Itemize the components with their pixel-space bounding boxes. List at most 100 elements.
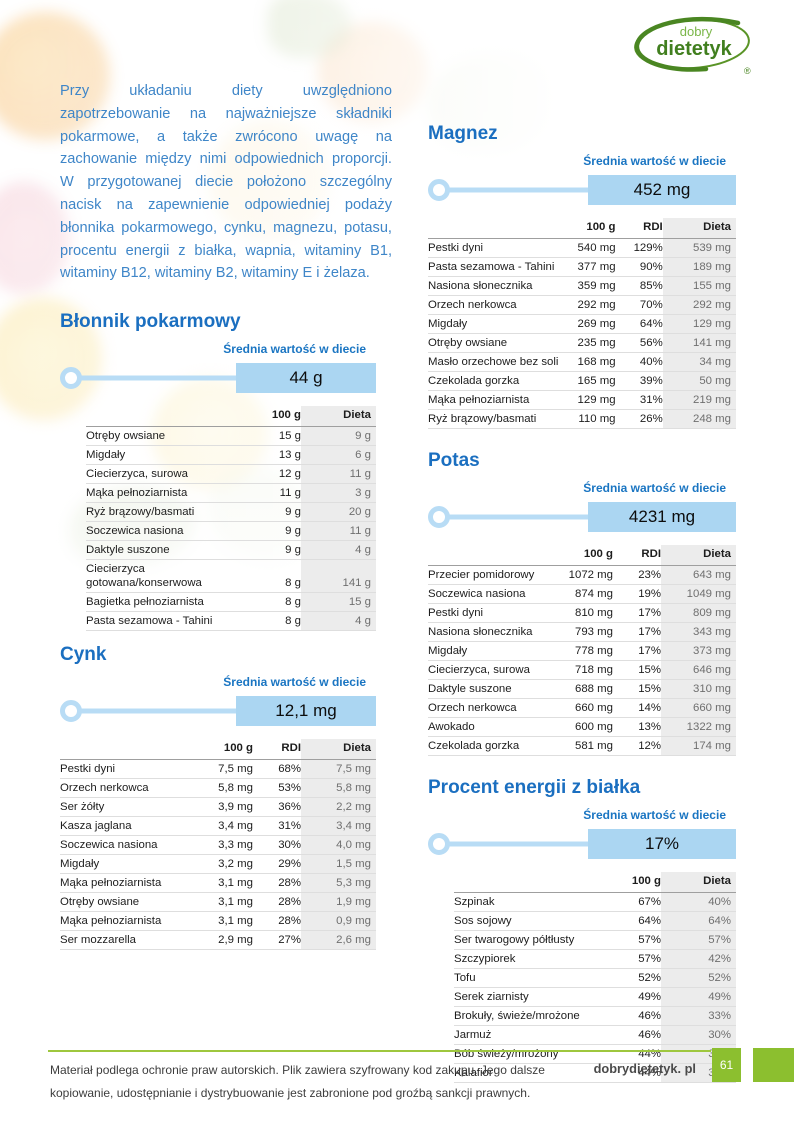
table-header-row: 100 g RDI Dieta: [428, 545, 736, 566]
value-cell: 3,4 mg: [195, 816, 253, 836]
average-value-label: Średnia wartość w diecie: [223, 342, 366, 357]
table-row: Przecier pomidorowy 1072 mg 23% 643 mg: [428, 565, 736, 585]
column-header: 100 g: [558, 218, 616, 239]
value-cell: 643 mg: [661, 565, 736, 585]
table-row: Bagietka pełnoziarnista 8 g 15 g: [86, 592, 376, 612]
value-cell: 292 mg: [558, 295, 616, 315]
section-title: Procent energii z białka: [428, 777, 641, 798]
value-cell: 57%: [599, 930, 661, 950]
page-content: Przy układaniu diety uwzględniono zapotr…: [60, 80, 736, 1083]
value-cell: 85%: [615, 276, 663, 296]
value-cell: 64%: [599, 911, 661, 931]
table-row: Orzech nerkowca 5,8 mg 53% 5,8 mg: [60, 778, 376, 798]
table-row: Ryż brązowy/basmati 9 g 20 g: [86, 502, 376, 522]
value-cell: 174 mg: [661, 736, 736, 756]
leaf-image: [268, 0, 352, 58]
table-row: Masło orzechowe bez soli 168 mg 40% 34 mg: [428, 352, 736, 372]
value-cell: 718 mg: [555, 660, 613, 680]
table-header-row: 100 g Dieta: [86, 406, 376, 428]
product-name: Masło orzechowe bez soli: [428, 352, 559, 372]
table-row: Pestki dyni 810 mg 17% 809 mg: [428, 603, 736, 623]
table-row: Migdały 269 mg 64% 129 mg: [428, 314, 736, 334]
product-name: Soczewica nasiona: [428, 584, 555, 604]
value-cell: 793 mg: [555, 622, 613, 642]
average-value-label: Średnia wartość w diecie: [223, 675, 366, 690]
value-cell: 129 mg: [662, 314, 736, 334]
average-value-badge: 452 mg: [588, 175, 736, 205]
value-cell: 809 mg: [661, 603, 736, 623]
table-row: Migdały 3,2 mg 29% 1,5 mg: [60, 854, 376, 874]
table-row: Mąka pełnoziarnista 3,1 mg 28% 0,9 mg: [60, 911, 376, 931]
table-row: Daktyle suszone 688 mg 15% 310 mg: [428, 679, 736, 699]
average-value-label: Średnia wartość w diecie: [583, 154, 726, 168]
product-name: Migdały: [60, 854, 195, 874]
product-name: Mąka pełnoziarnista: [86, 483, 239, 503]
value-cell: 17%: [613, 641, 661, 661]
slider-track: [77, 375, 244, 381]
value-cell: 68%: [278, 763, 301, 776]
value-cell: 5,8 mg: [301, 778, 376, 798]
table-row: Ciecierzyca, surowa 12 g 11 g: [86, 464, 376, 484]
value-cell: 1,5 mg: [301, 854, 376, 874]
product-name: Pestki dyni: [428, 242, 484, 254]
column-header: 100 g: [599, 872, 661, 893]
table-row: Otręby owsiane 235 mg 56% 141 mg: [428, 333, 736, 353]
product-name: Soczewica nasiona: [60, 835, 195, 855]
product-name: Ser żółty: [60, 797, 195, 817]
value-cell: 1049 mg: [661, 584, 736, 604]
value-cell: 8 g: [239, 611, 301, 631]
value-cell: 3,9 mg: [195, 797, 253, 817]
table-row: Serek ziarnisty 49% 49%: [454, 987, 736, 1007]
value-cell: 539 mg: [662, 238, 736, 258]
product-name: Otręby owsiane: [428, 333, 559, 353]
table-row: Soczewica nasiona 9 g 11 g: [86, 521, 376, 541]
table-row: Awokado 600 mg 13% 1322 mg: [428, 717, 736, 737]
table-header-row: 100 g RDI Dieta: [60, 739, 376, 761]
value-cell: 29%: [253, 854, 301, 874]
column-header: RDI: [615, 218, 663, 239]
value-cell: 269 mg: [558, 314, 616, 334]
value-cell: 3,1 mg: [195, 911, 253, 931]
value-cell: 67%: [638, 896, 661, 908]
potas-table: 100 g RDI Dieta Przecier pomidorowy 1072 mg 2…: [428, 545, 736, 756]
value-cell: 141 g: [301, 559, 376, 593]
table-header-row: 100 g RDI Dieta: [428, 218, 736, 239]
value-cell: 155 mg: [662, 276, 736, 296]
value-cell: 12 g: [239, 464, 301, 484]
product-name: Kasza jaglana: [60, 816, 195, 836]
value-cell: 90%: [615, 257, 663, 277]
value-cell: 17%: [613, 603, 661, 623]
value-cell: 3,1 mg: [195, 873, 253, 893]
average-value-badge: 44 g: [236, 363, 376, 394]
value-cell: 660 mg: [661, 698, 736, 718]
value-cell: 52%: [599, 968, 661, 988]
value-cell: 0,9 mg: [301, 911, 376, 931]
column-header: 100 g: [555, 545, 613, 566]
column-header: Dieta: [662, 218, 736, 239]
value-cell: 688 mg: [555, 679, 613, 699]
product-name: Pasta sezamowa - Tahini: [86, 611, 239, 631]
product-name: Ciecierzyca, surowa: [86, 464, 239, 484]
intro-paragraph: Przy układaniu diety uwzględniono zapotr…: [60, 83, 392, 282]
section-title: Potas: [428, 450, 480, 471]
value-cell: 5,8 mg: [195, 778, 253, 798]
product-name: Czekolada gorzka: [428, 736, 555, 756]
value-cell: 31%: [253, 816, 301, 836]
value-cell: 9 g: [301, 426, 376, 446]
table-row: Soczewica nasiona 874 mg 19% 1049 mg: [428, 584, 736, 604]
table-row: Otręby owsiane 3,1 mg 28% 1,9 mg: [60, 892, 376, 912]
product-name: Daktyle suszone: [86, 540, 239, 560]
logo-word-dobry: dobry: [680, 24, 713, 39]
logo-word-dietetyk: dietetyk: [656, 38, 732, 60]
table-row: Orzech nerkowca 660 mg 14% 660 mg: [428, 698, 736, 718]
table-row: Mąka pełnoziarnista 3,1 mg 28% 5,3 mg: [60, 873, 376, 893]
product-name: Soczewica nasiona: [86, 521, 239, 541]
value-cell: 4 g: [301, 611, 376, 631]
value-cell: 42%: [661, 949, 736, 969]
value-cell: 359 mg: [558, 276, 616, 296]
product-name: Tofu: [454, 968, 599, 988]
column-header: RDI: [253, 739, 301, 761]
page-number: 61: [712, 1048, 741, 1082]
